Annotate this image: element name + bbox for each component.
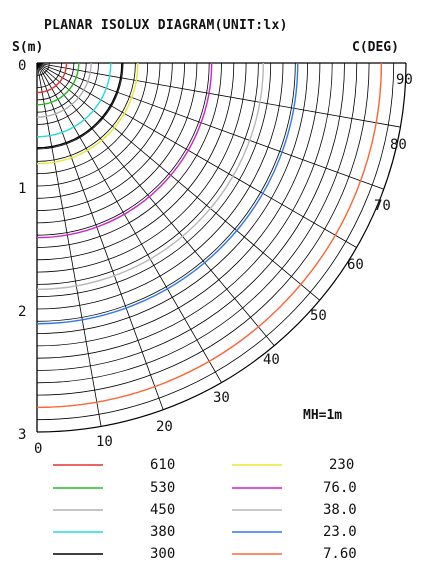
radial-grid-arc: [36, 62, 247, 273]
legend-value-610: 610: [150, 457, 175, 473]
isolux-contour-76: [36, 62, 213, 239]
radial-grid-arc: [36, 62, 308, 334]
radial-grid-arc: [36, 62, 222, 248]
radial-grid-arc: [36, 62, 333, 359]
legend-value-7-6: 7.60: [323, 546, 357, 562]
angle-grid-spoke: [36, 62, 357, 248]
angle-tick-40: 40: [263, 352, 280, 368]
legend-value-23: 23.0: [323, 524, 357, 540]
diagram-title: PLANAR ISOLUX DIAGRAM(UNIT:lx): [44, 18, 288, 33]
radial-grid-arc: [36, 62, 210, 236]
radial-grid-arc: [36, 62, 407, 433]
radial-grid-arc: [36, 62, 62, 88]
s-axis-label: S(m): [12, 40, 43, 55]
s-tick-3: 3: [18, 427, 26, 443]
angle-tick-90: 90: [396, 72, 413, 88]
radial-grid-arc: [36, 62, 345, 371]
isolux-contour-530: [36, 62, 80, 106]
s-tick-0: 0: [18, 58, 26, 74]
polar-grid: [36, 62, 407, 433]
legend-value-38: 38.0: [323, 502, 357, 518]
isolux-contour-450: [36, 62, 92, 118]
bottom-tick-0: 0: [34, 441, 42, 457]
s-tick-1: 1: [18, 181, 26, 197]
angle-tick-80: 80: [390, 137, 407, 153]
radial-grid-arc: [36, 62, 149, 175]
radial-grid-arc: [36, 62, 370, 396]
mounting-height-label: MH=1m: [303, 408, 342, 423]
radial-grid-arc: [36, 62, 87, 113]
legend-value-230: 230: [329, 457, 354, 473]
isolux-contour-380: [36, 62, 112, 138]
radial-grid-arc: [36, 62, 99, 125]
radial-grid-arc: [36, 62, 321, 347]
isolux-contour-230: [36, 62, 139, 165]
angle-tick-50: 50: [310, 308, 327, 324]
radial-grid-arc: [36, 62, 185, 211]
legend-value-450: 450: [150, 502, 175, 518]
legend-value-380: 380: [150, 524, 175, 540]
bottom-tick-10: 10: [96, 434, 113, 450]
isolux-contour-23: [36, 62, 299, 325]
angle-tick-70: 70: [374, 198, 391, 214]
angle-grid-spoke: [36, 62, 384, 190]
isolux-contour-300: [36, 62, 123, 149]
c-axis-label: C(DEG): [352, 40, 399, 55]
legend-value-300: 300: [150, 546, 175, 562]
s-tick-2: 2: [18, 304, 26, 320]
angle-tick-20: 20: [156, 419, 173, 435]
radial-grid-arc: [36, 62, 161, 187]
radial-grid-arc: [36, 62, 136, 162]
isolux-contours: [36, 62, 383, 409]
isolux-contour-7-6: [36, 62, 383, 409]
legend: 610 530 450 380 300 230 76.0 38.0 23.0 7…: [53, 457, 357, 562]
isolux-contour-38: [36, 62, 265, 291]
radial-grid-arc: [36, 62, 50, 76]
angle-grid-spoke: [36, 62, 320, 301]
angle-grid-spoke: [36, 62, 275, 346]
angle-grid-spoke: [36, 62, 102, 427]
radial-grid-arc: [36, 62, 358, 384]
angle-grid-spoke: [36, 62, 222, 383]
radial-grid-arc: [36, 62, 235, 261]
legend-value-530: 530: [150, 480, 175, 496]
radial-grid-arc: [36, 62, 124, 150]
radial-grid-arc: [36, 62, 173, 199]
radial-grid-arc: [36, 62, 284, 310]
radial-grid-arc: [36, 62, 259, 285]
angle-grid-spoke: [36, 62, 401, 128]
isolux-contour-610: [36, 62, 68, 94]
legend-value-76: 76.0: [323, 480, 357, 496]
radial-grid-arc: [36, 62, 395, 421]
angle-tick-30: 30: [213, 390, 230, 406]
radial-grid-arc: [36, 62, 272, 298]
radial-grid-arc: [36, 62, 198, 224]
angle-grid-spoke: [36, 62, 164, 410]
radial-grid-arc: [36, 62, 296, 322]
angle-tick-60: 60: [347, 257, 364, 273]
